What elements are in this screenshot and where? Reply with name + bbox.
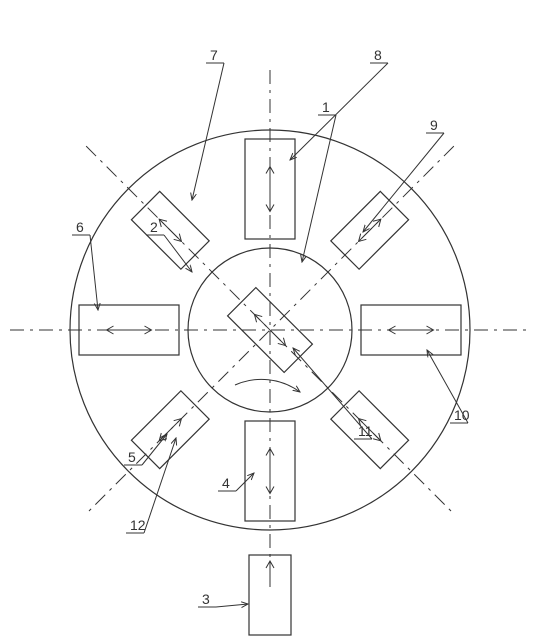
label-8: 8 — [374, 47, 382, 63]
leader-6 — [90, 235, 98, 310]
label-9: 9 — [430, 117, 438, 133]
label-11: 11 — [358, 423, 373, 439]
label-7: 7 — [210, 47, 218, 63]
label-1: 1 — [322, 99, 330, 115]
label-5: 5 — [128, 449, 136, 465]
leader-7 — [192, 63, 224, 200]
leader-9 — [363, 133, 444, 232]
label-10: 10 — [454, 407, 470, 423]
leader-3 — [216, 604, 248, 607]
label-3: 3 — [202, 591, 210, 607]
diagram-canvas: 123456789101112 — [0, 0, 540, 644]
leader-12 — [144, 438, 176, 533]
label-2: 2 — [150, 219, 158, 235]
rotation-arrow — [235, 379, 300, 392]
outer-block — [249, 555, 291, 635]
leader-1 — [302, 115, 336, 262]
label-12: 12 — [130, 517, 146, 533]
label-4: 4 — [222, 475, 230, 491]
label-6: 6 — [76, 219, 84, 235]
leader-8 — [290, 63, 388, 160]
leader-5 — [142, 434, 167, 465]
